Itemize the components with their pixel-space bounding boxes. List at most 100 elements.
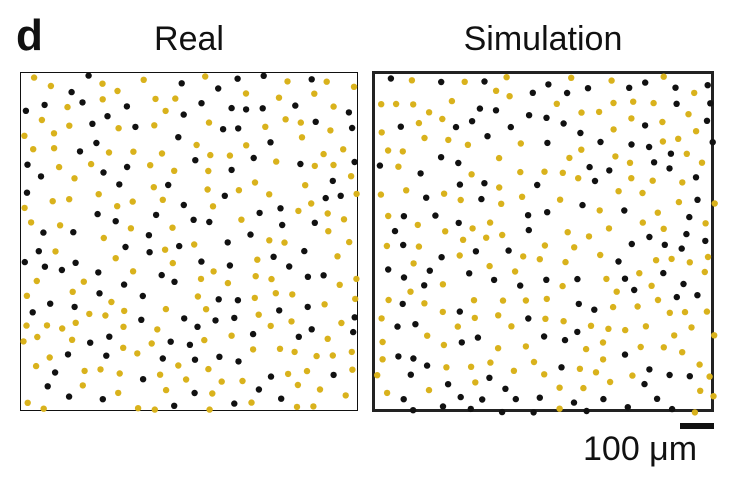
simulation-cell-dot (706, 373, 713, 380)
simulation-cell-dot (486, 219, 494, 226)
simulation-cell-dot (399, 148, 406, 155)
real-cell-dot (215, 296, 222, 303)
simulation-cell-dot (469, 225, 476, 232)
simulation-panel-title: Simulation (463, 20, 623, 58)
simulation-cell-dot (467, 405, 474, 413)
real-cell-dot (169, 259, 176, 267)
simulation-cell-dot (639, 189, 646, 197)
real-cell-dot (175, 134, 182, 141)
real-cell-dot (235, 187, 243, 194)
simulation-cell-dot (385, 212, 392, 220)
simulation-cell-dot (605, 325, 612, 332)
simulation-cell-dot (506, 93, 513, 100)
real-cell-dot (207, 151, 214, 159)
simulation-cell-dot (709, 139, 716, 146)
simulation-cell-dot (683, 230, 690, 238)
real-cell-dot (106, 333, 113, 340)
simulation-cell-dot (458, 339, 465, 346)
real-cell-dot (288, 318, 295, 325)
simulation-cell-dot (613, 288, 620, 295)
simulation-cell-dot (439, 308, 446, 316)
real-cell-dot (40, 405, 47, 412)
simulation-cell-dot (605, 225, 613, 232)
simulation-cell-dot (407, 371, 414, 378)
simulation-cell-dot (495, 154, 503, 162)
real-cell-dot (205, 167, 212, 175)
real-cell-dot (313, 352, 320, 360)
panel-letter: d (16, 11, 43, 60)
simulation-cell-dot (536, 394, 543, 401)
real-cell-dot (231, 400, 238, 407)
simulation-cell-dot (486, 374, 493, 381)
simulation-cell-dot (525, 112, 533, 119)
real-cell-dot (270, 253, 277, 260)
simulation-cell-dot (438, 78, 445, 86)
simulation-cell-dot (483, 234, 490, 241)
real-cell-dot (212, 317, 219, 324)
simulation-cell-dot (425, 109, 433, 116)
real-cell-dot (248, 399, 255, 406)
real-cell-dot (96, 290, 103, 297)
simulation-cell-dot (468, 171, 475, 178)
simulation-cell-dot (456, 252, 463, 259)
simulation-cell-dot (703, 308, 711, 315)
simulation-cell-dot (698, 159, 706, 166)
simulation-cell-dot (570, 399, 578, 406)
real-cell-dot (95, 191, 102, 198)
real-cell-dot (66, 196, 73, 203)
real-cell-dot (24, 399, 31, 406)
simulation-cell-dot (400, 241, 407, 249)
simulation-cell-dot (461, 78, 468, 85)
real-cell-dot (308, 76, 315, 83)
real-cell-dot (338, 319, 345, 327)
real-cell-dot (80, 278, 87, 285)
real-cell-dot (100, 169, 107, 176)
simulation-cell-dot (522, 297, 530, 304)
simulation-cell-dot (560, 120, 567, 127)
simulation-cell-dot (432, 212, 439, 219)
simulation-cell-dot (584, 85, 592, 92)
simulation-cell-dot (541, 242, 549, 249)
real-cell-dot (21, 258, 28, 266)
real-cell-dot (154, 326, 161, 333)
simulation-cell-dot (629, 372, 636, 379)
simulation-cell-dot (472, 379, 479, 386)
simulation-cell-dot (407, 288, 414, 295)
simulation-cell-dot (377, 191, 385, 198)
simulation-cell-dot (484, 133, 491, 140)
real-cell-dot (152, 95, 159, 103)
simulation-cell-dot (439, 281, 447, 288)
simulation-cell-dot (508, 323, 515, 330)
real-cell-dot (205, 365, 212, 373)
real-cell-dot (47, 82, 55, 90)
simulation-cell-dot (679, 349, 686, 356)
real-cell-dot (115, 389, 122, 397)
simulation-cell-dot (628, 175, 635, 182)
simulation-cell-dot (711, 200, 718, 207)
real-cell-dot (68, 88, 75, 96)
simulation-cell-dot (562, 258, 569, 266)
simulation-cell-dot (385, 296, 392, 304)
real-cell-dot (251, 294, 258, 302)
simulation-cell-dot (558, 364, 565, 371)
simulation-cell-dot (541, 168, 548, 175)
real-cell-dot (130, 148, 137, 155)
simulation-cell-dot (595, 108, 603, 116)
real-cell-dot (50, 130, 58, 137)
real-cell-dot (337, 192, 344, 199)
real-cell-dot (330, 161, 337, 169)
simulation-cell-dot (492, 87, 500, 94)
simulation-cell-dot (410, 355, 417, 362)
real-cell-dot (69, 288, 76, 295)
real-cell-dot (351, 158, 358, 166)
real-cell-dot (23, 292, 31, 299)
real-cell-dot (41, 101, 48, 109)
real-cell-dot (123, 103, 131, 110)
real-cell-dot (105, 149, 113, 156)
simulation-cell-dot (479, 396, 486, 403)
simulation-cell-dot (660, 73, 667, 80)
real-cell-dot (267, 322, 274, 330)
simulation-cell-dot (391, 227, 399, 235)
simulation-cell-dot (586, 163, 593, 171)
simulation-cell-dot (421, 282, 428, 289)
